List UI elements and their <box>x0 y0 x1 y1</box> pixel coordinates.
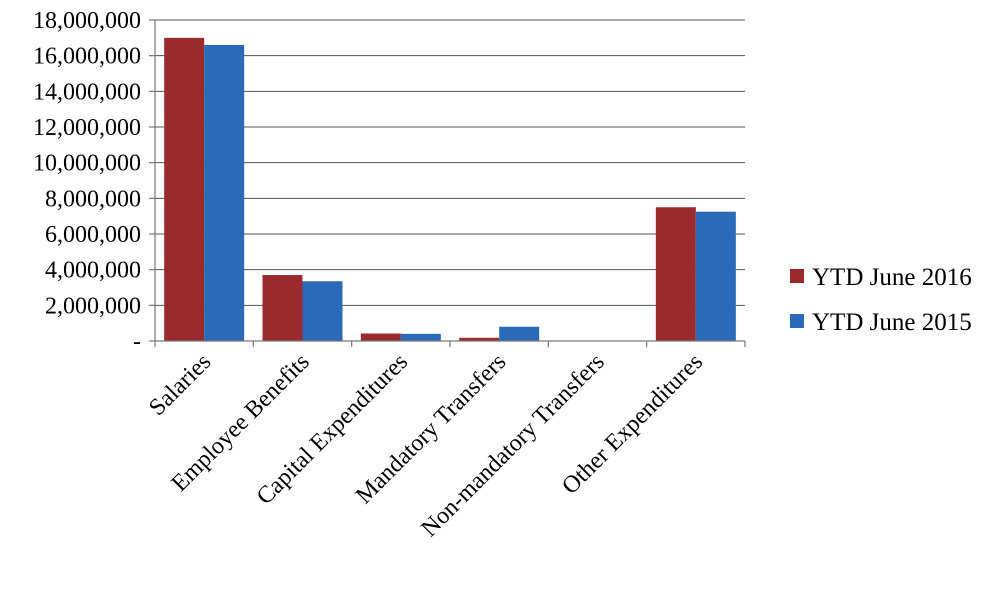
y-axis-tick-labels: - 2,000,000 4,000,000 6,000,000 8,000,000 10,… <box>33 8 141 355</box>
bar-ytd-june-2016 <box>360 333 401 341</box>
y-tick-label: 18,000,000 <box>33 8 141 34</box>
y-tick-label: 10,000,000 <box>33 151 141 177</box>
bar-ytd-june-2015 <box>400 333 441 341</box>
y-tick-label: 12,000,000 <box>33 115 141 141</box>
gridlines <box>155 19 745 306</box>
bar-ytd-june-2015 <box>695 211 736 341</box>
y-tick-label: 8,000,000 <box>45 186 141 212</box>
bar-ytd-june-2015 <box>204 44 245 341</box>
y-tick-label: 14,000,000 <box>33 79 141 105</box>
bar-ytd-june-2015 <box>499 326 540 341</box>
y-tick-label: 2,000,000 <box>45 293 141 319</box>
bar-ytd-june-2016 <box>164 37 205 341</box>
y-tick-label: 4,000,000 <box>45 258 141 284</box>
x-category-label: Salaries <box>144 349 216 421</box>
bar-ytd-june-2016 <box>262 275 303 341</box>
bar-ytd-june-2016 <box>459 337 500 341</box>
y-tick-label: - <box>133 329 141 355</box>
legend-label: YTD June 2015 <box>812 309 972 336</box>
legend-label: YTD June 2016 <box>812 264 972 291</box>
legend-swatch <box>790 314 804 328</box>
y-tick-label: 16,000,000 <box>33 44 141 70</box>
y-tick-label: 6,000,000 <box>45 222 141 248</box>
x-category-label: Non-mandatory Transfers <box>416 349 609 542</box>
bar-ytd-june-2016 <box>655 207 696 341</box>
legend: YTD June 2016 YTD June 2015 <box>790 264 972 336</box>
axes <box>149 19 746 347</box>
bar-ytd-june-2015 <box>302 281 343 341</box>
legend-swatch <box>790 269 804 283</box>
bars <box>164 37 736 341</box>
